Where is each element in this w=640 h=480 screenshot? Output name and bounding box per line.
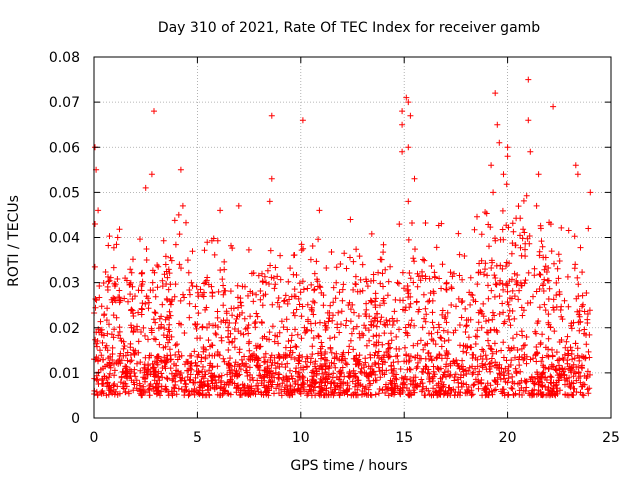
y-tick-label: 0.02: [49, 321, 80, 337]
x-tick-label: 10: [292, 430, 310, 446]
y-tick-label: 0.03: [49, 276, 80, 292]
y-tick-label: 0.06: [49, 140, 80, 156]
y-tick-label: 0.05: [49, 185, 80, 201]
axis-ticks: 0 5 10 15 20 25 0 0.01 0.02 0.03 0.04 0.05 0.06 0.07 0…: [49, 50, 620, 446]
x-tick-label: 20: [499, 430, 517, 446]
chart-title: Day 310 of 2021, Rate Of TEC Index for r…: [158, 20, 540, 36]
grid-lines: [94, 57, 611, 418]
x-axis-label: GPS time / hours: [290, 458, 407, 474]
data-points: [91, 76, 594, 399]
x-tick-label: 25: [602, 430, 620, 446]
y-axis-label: ROTI / TECUs: [6, 195, 22, 287]
y-tick-label: 0: [71, 411, 80, 427]
roti-series-markers: [91, 76, 594, 399]
y-tick-label: 0.07: [49, 95, 80, 111]
y-tick-label: 0.08: [49, 50, 80, 66]
y-tick-label: 0.04: [49, 231, 80, 247]
x-tick-label: 5: [193, 430, 202, 446]
x-tick-label: 15: [395, 430, 413, 446]
x-tick-label: 0: [90, 430, 99, 446]
y-tick-label: 0.01: [49, 366, 80, 382]
